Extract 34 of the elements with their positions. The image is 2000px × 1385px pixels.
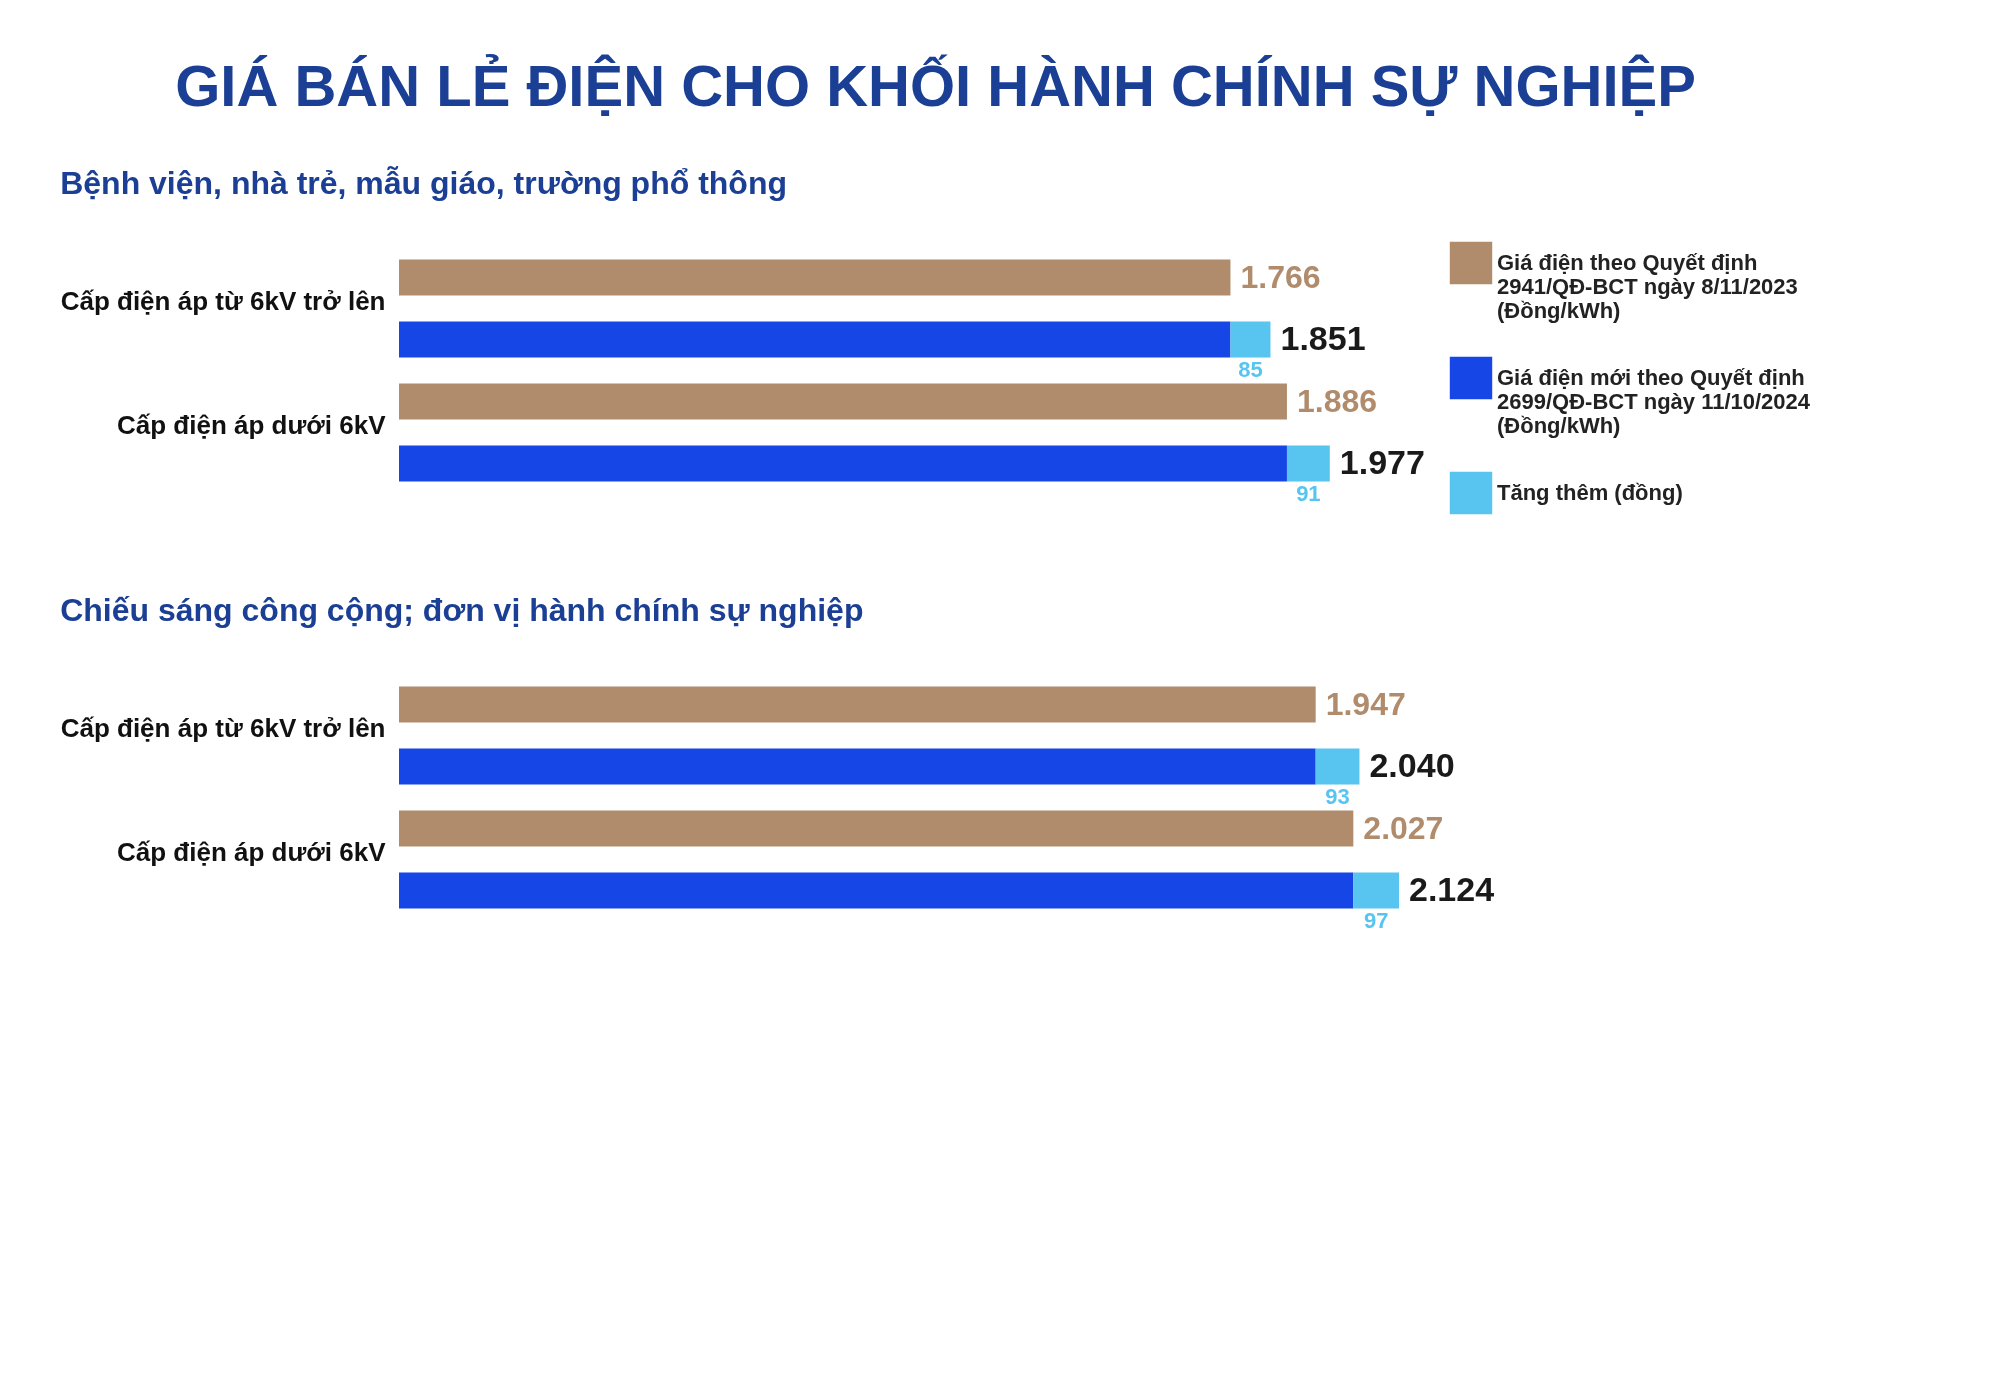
data-label: 97 bbox=[1363, 907, 1389, 933]
bar bbox=[399, 686, 1316, 723]
data-label: 1.886 bbox=[1296, 382, 1378, 419]
data-label: 85 bbox=[1238, 356, 1263, 382]
bar bbox=[399, 259, 1231, 296]
legend-label: Tăng thêm (đồng) bbox=[1497, 480, 1683, 505]
chart-title: Chiếu sáng công cộng; đơn vị hành chính sự nghiệp bbox=[60, 592, 864, 628]
data-label: 93 bbox=[1325, 783, 1350, 809]
data-label: 2.027 bbox=[1363, 809, 1444, 846]
total-label: 2.040 bbox=[1369, 745, 1455, 784]
y-tick-label: Cấp điện áp dưới 6kV bbox=[117, 836, 387, 867]
y-tick-label: Cấp điện áp từ 6kV trở lên bbox=[60, 712, 386, 743]
total-label: 2.124 bbox=[1409, 869, 1495, 908]
bar bbox=[399, 748, 1316, 785]
bar bbox=[399, 321, 1231, 358]
bar bbox=[399, 383, 1287, 420]
bar bbox=[1353, 872, 1399, 909]
y-tick-label: Cấp điện áp từ 6kV trở lên bbox=[60, 285, 386, 316]
chart-title: GIÁ BÁN LẺ ĐIỆN CHO KHỐI HÀNH CHÍNH SỰ NGHIỆP bbox=[175, 53, 1696, 118]
y-tick-label: Cấp điện áp dưới 6kV bbox=[117, 409, 387, 440]
bar bbox=[399, 445, 1287, 482]
legend-label: Giá điện theo Quyết định 2941/QĐ-BCT ngày 8/11/2023 (Đồng/kWh) bbox=[1497, 250, 1798, 323]
bar bbox=[1315, 748, 1360, 785]
bar bbox=[399, 872, 1354, 909]
total-label: 1.977 bbox=[1339, 442, 1425, 481]
data-label: 1.766 bbox=[1240, 258, 1321, 295]
bar bbox=[1286, 445, 1330, 482]
total-label: 1.851 bbox=[1280, 318, 1366, 357]
bar bbox=[1230, 321, 1271, 358]
legend-label: Giá điện mới theo Quyết định 2699/QĐ-BCT ngày 11/10/2024 (Đồng/kWh) bbox=[1497, 365, 1811, 438]
data-label: 91 bbox=[1296, 480, 1321, 506]
data-label: 1.947 bbox=[1325, 685, 1406, 722]
chart-subtitle: Bệnh viện, nhà trẻ, mẫu giáo, trường phổ thông bbox=[60, 165, 787, 201]
bar bbox=[399, 810, 1354, 847]
